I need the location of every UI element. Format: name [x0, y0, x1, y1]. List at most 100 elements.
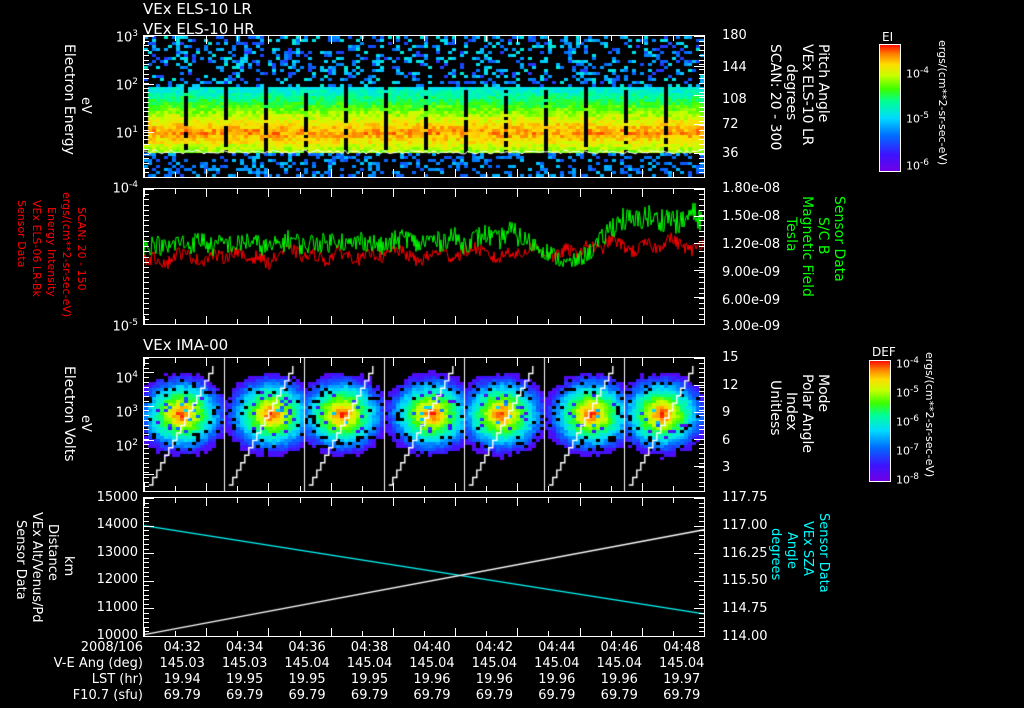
axis-tick [144, 319, 149, 320]
axis-tick [300, 172, 301, 177]
axis-tick [694, 358, 704, 359]
axis-tick [144, 498, 154, 499]
axis-tick [144, 425, 149, 426]
axis-tick [699, 64, 704, 65]
axis-tick [144, 189, 145, 197]
axis-tick [331, 316, 332, 324]
axis-tick [580, 483, 581, 491]
axis-tick [673, 486, 674, 491]
p2-right-label-tesla: Tesla [783, 217, 799, 252]
p3-ytick-15: 15 [722, 350, 739, 365]
table-cell: 19.96 [538, 672, 576, 687]
axis-tick [699, 177, 704, 178]
p1-left-axis-label-line2: eV [78, 97, 93, 114]
axis-tick [268, 358, 269, 366]
axis-tick [144, 277, 149, 278]
axis-tick [699, 444, 704, 445]
axis-tick [699, 83, 704, 84]
axis-tick [642, 628, 643, 636]
axis-tick [455, 483, 456, 491]
cbar-ei [879, 44, 901, 172]
axis-tick [699, 521, 704, 522]
p2-ytick-900e9: 9.00e-09 [722, 265, 781, 280]
axis-tick [144, 358, 149, 359]
axis-tick [699, 512, 704, 513]
axis-tick [144, 92, 149, 93]
axis-tick [548, 631, 549, 636]
axis-tick [699, 293, 704, 294]
axis-tick [144, 298, 149, 299]
axis-tick [486, 189, 487, 194]
p1-ytick-180: 180 [722, 28, 747, 43]
axis-tick [580, 169, 581, 177]
p4-ytick-11400: 114.00 [722, 629, 768, 644]
table-row: F10.7 (sfu) 69.79 69.79 69.79 69.79 69.79 69.7… [3, 688, 713, 704]
axis-tick [424, 319, 425, 324]
p4-ytick-11775: 117.75 [722, 490, 768, 505]
axis-tick [694, 385, 704, 386]
p2-left-label-sensor: Sensor Data [15, 200, 28, 268]
axis-tick [331, 169, 332, 177]
axis-tick [175, 498, 176, 503]
axis-tick [237, 358, 238, 363]
axis-tick [393, 483, 394, 491]
axis-tick [144, 303, 149, 304]
axis-tick [144, 604, 149, 605]
axis-tick [362, 189, 363, 194]
axis-tick [144, 440, 154, 441]
axis-tick [144, 205, 149, 206]
axis-tick [699, 599, 704, 600]
axis-tick [699, 429, 704, 430]
axis-tick [362, 36, 363, 41]
axis-tick [144, 486, 149, 487]
axis-tick [144, 107, 149, 108]
p1-ytick-10: 101 [115, 125, 138, 142]
p4-right-label-degrees: degrees [768, 528, 783, 581]
p3-right-label-index: Index [783, 392, 799, 431]
axis-tick [642, 358, 643, 366]
p1-right-label-scan: SCAN: 20 - 300 [767, 44, 783, 151]
axis-tick [455, 498, 456, 506]
axis-tick [268, 36, 269, 44]
p2-right-label-magfield: Magnetic Field [799, 196, 815, 297]
axis-tick [144, 262, 149, 263]
axis-tick [517, 358, 518, 366]
axis-tick [642, 189, 643, 197]
axis-tick [486, 358, 487, 363]
axis-tick [699, 107, 704, 108]
axis-tick [144, 231, 149, 232]
axis-tick [699, 60, 704, 61]
axis-tick [699, 303, 704, 304]
axis-tick [455, 358, 456, 366]
axis-tick [144, 288, 149, 289]
p2-ytick-120e8: 1.20e-08 [722, 237, 781, 252]
axis-tick [144, 467, 149, 468]
p3-right-label-mode: Mode [815, 374, 831, 413]
axis-tick [548, 498, 549, 503]
axis-tick [699, 41, 704, 42]
axis-tick [642, 36, 643, 44]
axis-tick [144, 168, 149, 169]
axis-tick [699, 298, 704, 299]
axis-tick [300, 358, 301, 363]
table-cell: 145.03 [159, 656, 205, 671]
axis-tick [699, 585, 704, 586]
axis-tick [206, 358, 207, 366]
p3-ytick-6: 6 [722, 433, 731, 448]
axis-tick [206, 36, 207, 44]
axis-tick [699, 539, 704, 540]
axis-tick [144, 474, 154, 475]
axis-tick [206, 189, 207, 197]
axis-tick [699, 246, 704, 247]
p3-right-label-polarangle: Polar Angle [799, 374, 815, 454]
axis-tick [699, 544, 704, 545]
axis-tick [144, 636, 154, 637]
axis-tick [699, 472, 704, 473]
axis-tick [362, 631, 363, 636]
axis-tick [144, 324, 154, 325]
axis-tick [699, 154, 704, 155]
axis-tick [704, 483, 705, 491]
table-cell: 69.79 [413, 688, 451, 703]
axis-tick [144, 246, 149, 247]
axis-tick [694, 216, 704, 217]
